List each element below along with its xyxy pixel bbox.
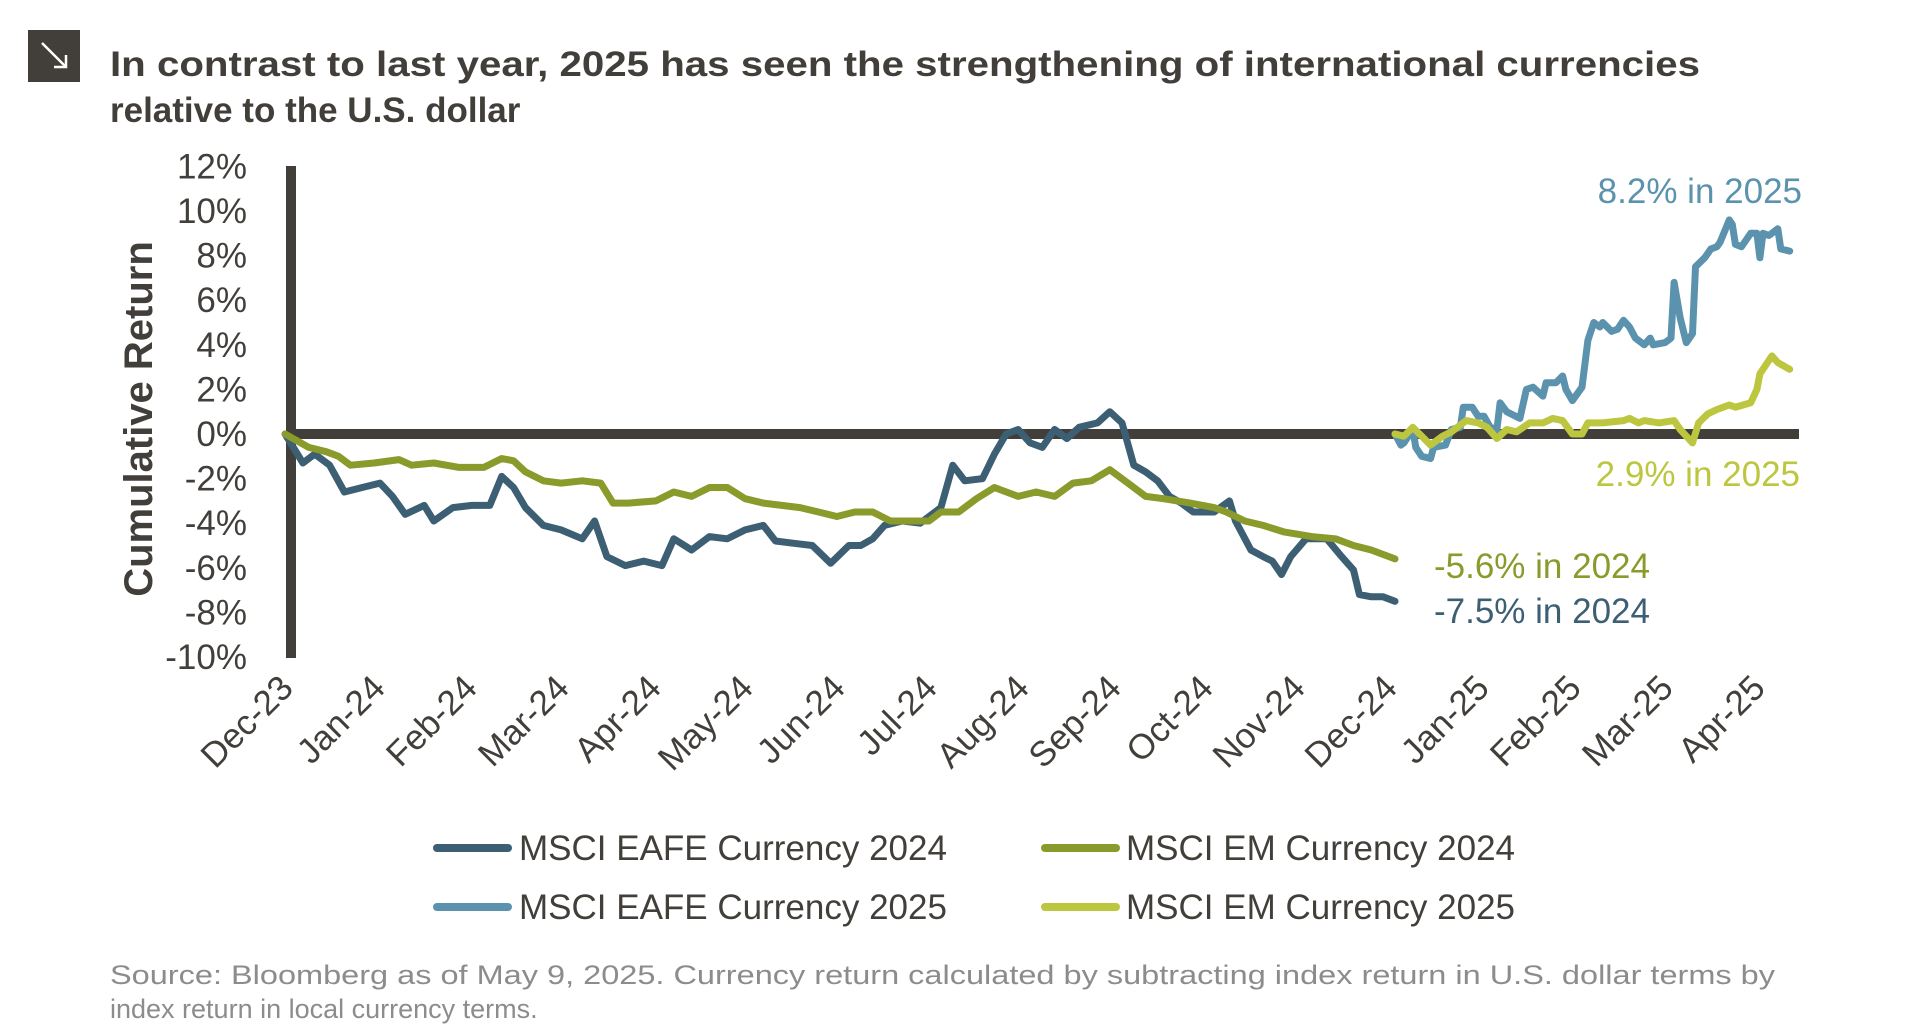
legend-label: MSCI EAFE Currency 2024 — [519, 829, 947, 868]
y-tick-label: -6% — [185, 549, 247, 588]
annotation-eafe-2025: 8.2% in 2025 — [1598, 172, 1802, 211]
x-tick-label: Dec-23 — [193, 668, 300, 775]
y-tick-label: -10% — [165, 638, 247, 677]
legend-label: MSCI EAFE Currency 2025 — [519, 888, 947, 927]
annotation-eafe-2024: -7.5% in 2024 — [1434, 592, 1650, 631]
x-tick-label: Jan-25 — [1393, 668, 1496, 771]
x-tick-label: Mar-24 — [471, 668, 577, 774]
arrow-down-right-icon — [41, 42, 68, 69]
source-note-line-2: index return in local currency terms. — [110, 994, 538, 1024]
annotation-em-2025: 2.9% in 2025 — [1596, 455, 1800, 494]
y-tick-label: 4% — [196, 326, 247, 365]
x-tick-label: Nov-24 — [1205, 668, 1312, 775]
series-lines — [281, 216, 1794, 605]
x-tick-label: Mar-25 — [1575, 668, 1681, 774]
y-tick-label: -8% — [185, 593, 247, 632]
y-tick-label: 12% — [177, 147, 247, 186]
x-tick-label: Oct-24 — [1119, 668, 1221, 770]
y-tick-label: -4% — [185, 504, 247, 543]
legend-item-em-2024: MSCI EM Currency 2024 — [1041, 829, 1515, 868]
x-tick-label: Feb-25 — [1483, 668, 1589, 774]
x-tick-label: Dec-24 — [1297, 668, 1404, 775]
series-line-msci-eafe-currency-2025 — [1391, 216, 1794, 462]
x-tick-labels: Dec-23Jan-24Feb-24Mar-24Apr-24May-24Jun-… — [193, 668, 1772, 778]
chart-title-line-1: In contrast to last year, 2025 has seen … — [110, 45, 1700, 84]
x-tick-label: Feb-24 — [379, 668, 485, 774]
x-tick-label: Jun-24 — [749, 668, 852, 771]
header-icon — [28, 30, 80, 82]
series-line-msci-em-currency-2024 — [281, 430, 1399, 563]
x-tick-label: Sep-24 — [1021, 668, 1128, 775]
legend-item-eafe-2025: MSCI EAFE Currency 2025 — [433, 888, 947, 927]
y-tick-label: 10% — [177, 192, 247, 231]
y-axis-title: Cumulative Return — [117, 241, 161, 597]
x-tick-label: Apr-25 — [1671, 668, 1773, 770]
x-tick-label: Jan-24 — [289, 668, 392, 771]
series-line-msci-em-currency-2025 — [1391, 352, 1794, 449]
annotation-em-2024: -5.6% in 2024 — [1434, 547, 1650, 586]
y-tick-label: -2% — [185, 460, 247, 499]
legend-label: MSCI EM Currency 2024 — [1126, 829, 1515, 868]
y-tick-label: 0% — [196, 415, 247, 454]
legend: MSCI EAFE Currency 2024 MSCI EM Currency… — [433, 829, 1515, 927]
y-tick-label: 6% — [196, 281, 247, 320]
y-tick-label: 2% — [196, 370, 247, 409]
series-line-msci-eafe-currency-2024 — [281, 408, 1399, 605]
x-tick-label: May-24 — [651, 668, 761, 778]
y-tick-labels: 12% 10% 8% 6% 4% 2% 0% -2% -4% -6% -8% -10% — [165, 147, 247, 677]
legend-item-em-2025: MSCI EM Currency 2025 — [1041, 888, 1515, 927]
source-note-line-1: Source: Bloomberg as of May 9, 2025. Cur… — [110, 960, 1776, 990]
y-tick-label: 8% — [196, 237, 247, 276]
legend-item-eafe-2024: MSCI EAFE Currency 2024 — [433, 829, 947, 868]
legend-label: MSCI EM Currency 2025 — [1126, 888, 1515, 927]
x-tick-label: Aug-24 — [929, 668, 1036, 775]
chart-title-line-2: relative to the U.S. dollar — [110, 91, 521, 130]
